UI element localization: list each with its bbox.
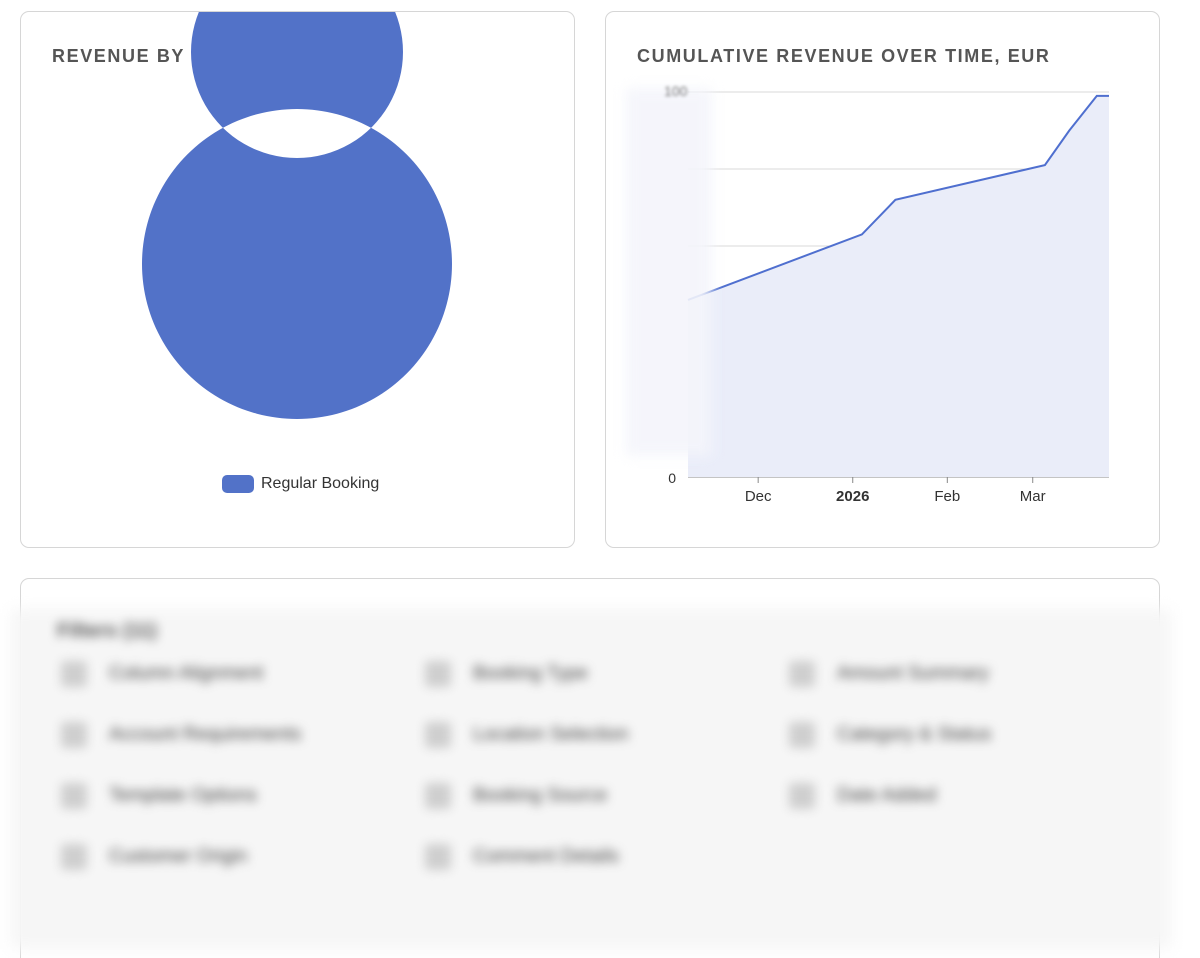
blurred-y-axis-labels (626, 88, 712, 456)
y-tick-label: 100 (664, 83, 688, 99)
filter-item[interactable]: Booking Type (425, 661, 588, 687)
filter-item[interactable]: Date Added (789, 783, 936, 809)
filter-item[interactable]: Amount Summary (789, 661, 989, 687)
filter-checkbox[interactable] (425, 844, 451, 870)
x-tick-label: Feb (934, 488, 960, 505)
y-tick-label: 0 (668, 470, 676, 486)
cumulative-revenue-card: CUMULATIVE REVENUE OVER TIME, EUR 100 0 … (605, 11, 1160, 548)
legend-label: Regular Booking (261, 475, 380, 492)
area-fill (688, 95, 1109, 478)
filter-label: Customer Origin (109, 846, 248, 867)
legend-swatch (222, 475, 254, 493)
filter-label: Account Requirements (109, 724, 302, 745)
filter-checkbox[interactable] (789, 722, 815, 748)
filter-label: Comment Details (473, 846, 619, 867)
filter-checkbox[interactable] (61, 844, 87, 870)
filter-checkbox[interactable] (61, 661, 87, 687)
area-chart: 100 0 Dec 2026 Feb Mar (626, 83, 1109, 505)
filter-item[interactable]: Category & Status (789, 722, 991, 748)
x-tick-label: Dec (745, 488, 772, 505)
filter-label: Location Selection (473, 724, 629, 745)
donut-chart (142, 12, 452, 419)
chart-legend[interactable]: Regular Booking (222, 475, 379, 493)
filter-checkbox[interactable] (425, 722, 451, 748)
filter-item[interactable]: Customer Origin (61, 844, 247, 870)
filter-item[interactable]: Location Selection (425, 722, 628, 748)
card-title: CUMULATIVE REVENUE OVER TIME, EUR (637, 46, 1051, 66)
filter-label: Template Options (109, 785, 257, 806)
filter-label: Category & Status (837, 724, 992, 745)
x-tick-label: 2026 (836, 488, 869, 505)
revenue-by-booking-type-card: REVENUE BY BOOKING TYPE Regular Booking (20, 11, 575, 548)
filter-checkbox[interactable] (425, 783, 451, 809)
filter-label: Date Added (837, 785, 937, 806)
blur-overlay (11, 609, 1171, 949)
filters-heading: Filters (11) (57, 620, 158, 642)
filter-item[interactable]: Booking Source (425, 783, 607, 809)
filter-item[interactable]: Column Alignment (61, 661, 263, 687)
x-tick-label: Mar (1020, 488, 1046, 505)
filter-checkbox[interactable] (61, 722, 87, 748)
series-line (687, 94, 1109, 301)
filter-checkbox[interactable] (789, 661, 815, 687)
filter-checkbox[interactable] (789, 783, 815, 809)
filter-label: Booking Source (473, 785, 608, 806)
filter-label: Amount Summary (837, 663, 990, 684)
filter-item[interactable]: Comment Details (425, 844, 619, 870)
donut-slice[interactable] (142, 12, 452, 419)
filter-checkbox[interactable] (61, 783, 87, 809)
filter-checkbox[interactable] (425, 661, 451, 687)
filter-item[interactable]: Account Requirements (61, 722, 301, 748)
filters-card: Filters (11) Column Alignment Booking Typ… (11, 578, 1171, 958)
filter-item[interactable]: Template Options (61, 783, 257, 809)
filter-label: Column Alignment (109, 663, 264, 684)
filter-label: Booking Type (473, 663, 588, 684)
